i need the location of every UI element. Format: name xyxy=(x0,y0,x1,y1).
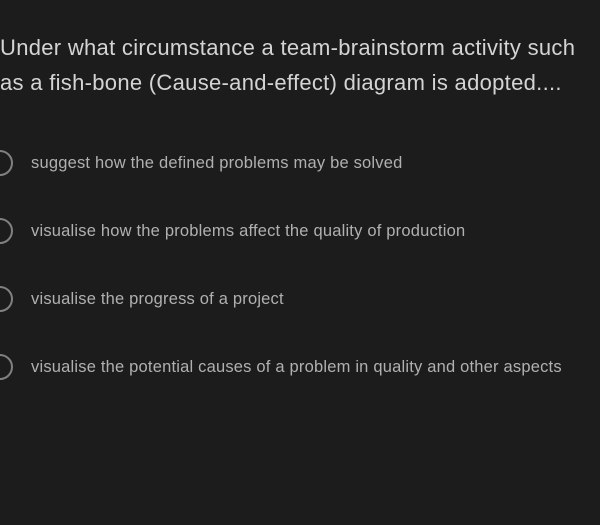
question-text: Under what circumstance a team-brainstor… xyxy=(0,30,600,100)
option-row-2[interactable]: visualise the progress of a project xyxy=(0,286,600,312)
radio-icon[interactable] xyxy=(0,286,13,312)
option-row-0[interactable]: suggest how the defined problems may be … xyxy=(0,150,600,176)
option-label: visualise the potential causes of a prob… xyxy=(31,358,562,377)
option-row-3[interactable]: visualise the potential causes of a prob… xyxy=(0,354,600,380)
option-label: visualise how the problems affect the qu… xyxy=(31,222,465,241)
option-label: suggest how the defined problems may be … xyxy=(31,154,403,173)
quiz-question-block: Under what circumstance a team-brainstor… xyxy=(0,0,600,380)
radio-icon[interactable] xyxy=(0,354,13,380)
option-row-1[interactable]: visualise how the problems affect the qu… xyxy=(0,218,600,244)
options-list: suggest how the defined problems may be … xyxy=(0,150,600,380)
option-label: visualise the progress of a project xyxy=(31,290,284,309)
radio-icon[interactable] xyxy=(0,150,13,176)
radio-icon[interactable] xyxy=(0,218,13,244)
